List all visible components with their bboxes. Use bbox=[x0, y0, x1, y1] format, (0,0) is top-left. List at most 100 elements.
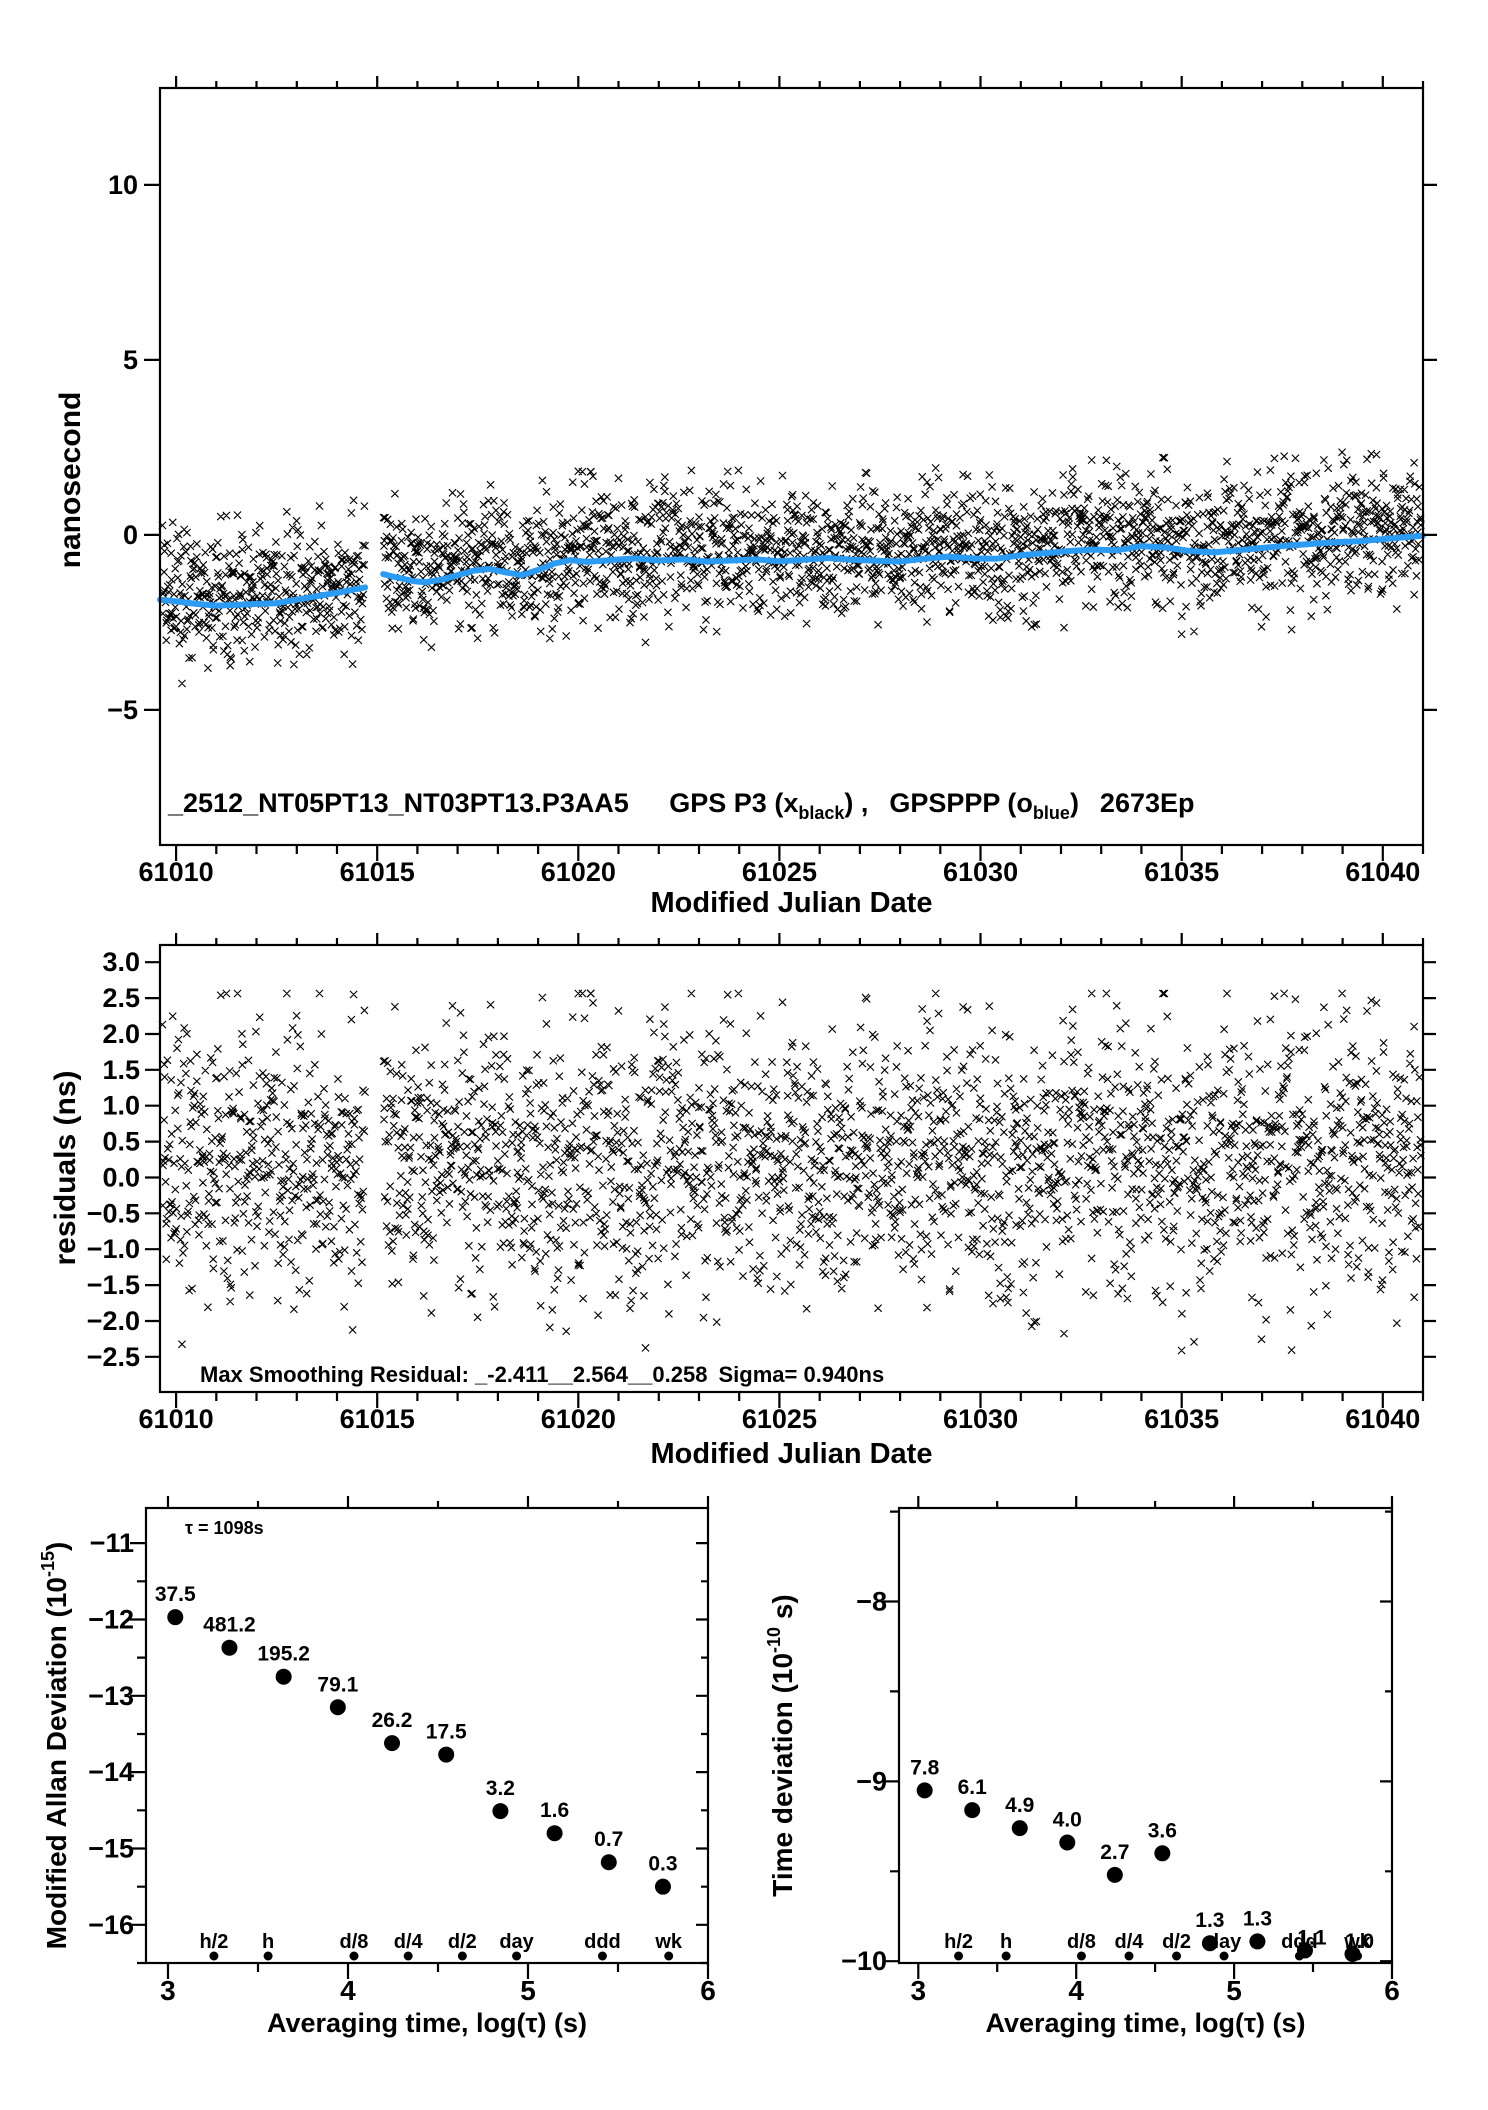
scatter-points bbox=[158, 989, 1425, 1355]
tau-mark-label: wk bbox=[654, 1931, 683, 1953]
y-tick-label: 0 bbox=[123, 520, 138, 550]
x-tick-label: 5 bbox=[1226, 1975, 1242, 2006]
data-point-label: 4.0 bbox=[1053, 1809, 1082, 1832]
tau-mark-dot bbox=[349, 1951, 359, 1961]
x-tick-label: 61040 bbox=[1345, 1404, 1420, 1434]
x-tick-label: 61030 bbox=[943, 857, 1018, 887]
data-point-label: 2.7 bbox=[1100, 1841, 1129, 1864]
data-point bbox=[1249, 1933, 1266, 1950]
data-point-label: 1.3 bbox=[1243, 1907, 1272, 1930]
x-tick-label: 61040 bbox=[1345, 857, 1420, 887]
tau-mark-label: day bbox=[499, 1931, 534, 1953]
tau-mark-dot bbox=[209, 1951, 219, 1961]
tau-mark-label: h/2 bbox=[944, 1931, 973, 1953]
data-point bbox=[384, 1735, 401, 1752]
y-axis-title: Time deviation (10-10 s) bbox=[764, 1594, 798, 1897]
tau-mark-dot bbox=[1001, 1951, 1011, 1961]
tau-mark-dot bbox=[1124, 1951, 1134, 1961]
data-point-label: 0.7 bbox=[594, 1828, 623, 1851]
x-tick-label: 6 bbox=[1384, 1975, 1400, 2006]
y-tick-label: 2.5 bbox=[102, 983, 140, 1013]
data-point bbox=[492, 1803, 509, 1820]
data-point-label: 79.1 bbox=[317, 1673, 358, 1696]
data-point-label: 1.6 bbox=[540, 1799, 569, 1822]
data-point bbox=[221, 1639, 238, 1656]
tau-mark-dot bbox=[263, 1951, 273, 1961]
x-tick-label: 61015 bbox=[340, 1404, 415, 1434]
data-point-label: 6.1 bbox=[958, 1776, 988, 1799]
x-tick-label: 4 bbox=[1068, 1975, 1084, 2006]
tau-mark-label: d/2 bbox=[448, 1931, 477, 1953]
x-tick-label: 6 bbox=[700, 1975, 716, 2006]
data-point bbox=[916, 1782, 933, 1799]
residuals-plot: 61010 61015 61020 61025 61030 61035 61040 3.0 2.… bbox=[49, 933, 1436, 1470]
x-minor-ticks bbox=[215, 938, 1425, 1401]
x-major-ticks bbox=[166, 1496, 710, 1979]
y-tick-label: −5 bbox=[107, 695, 138, 725]
y-minor-ticks bbox=[890, 1510, 1392, 1873]
y-axis-title: residuals (ns) bbox=[49, 1070, 82, 1265]
y-tick-label: −0.5 bbox=[87, 1198, 140, 1228]
y-major-ticks bbox=[883, 1600, 1392, 1963]
x-tick-label: 5 bbox=[520, 1975, 536, 2006]
x-axis-title: Modified Julian Date bbox=[651, 887, 933, 919]
tau-mark-label: ddd bbox=[584, 1931, 621, 1953]
x-tick-label: 3 bbox=[160, 1975, 176, 2006]
data-point bbox=[329, 1699, 346, 1716]
plot-box bbox=[158, 86, 1425, 847]
tau-mark-dot bbox=[1219, 1951, 1229, 1961]
x-major-ticks bbox=[175, 76, 1384, 861]
data-point-label: 3.6 bbox=[1148, 1819, 1177, 1842]
tdev-plot: 3 4 5 6 −8 −9 −10 Averaging time, log(τ) (s) Tim… bbox=[764, 1496, 1400, 2038]
data-point-label: 0.3 bbox=[648, 1853, 677, 1876]
x-axis-title: Modified Julian Date bbox=[651, 1438, 933, 1470]
x-tick-label: 3 bbox=[910, 1975, 926, 2006]
data-point-label: 1.3 bbox=[1195, 1909, 1224, 1932]
data-point-label: 26.2 bbox=[372, 1709, 413, 1732]
data-point-label: 7.8 bbox=[910, 1756, 940, 1779]
tau-mark-label: d/8 bbox=[1067, 1931, 1096, 1953]
x-tick-label: 61020 bbox=[541, 1404, 616, 1434]
x-tick-label: 61010 bbox=[139, 1404, 214, 1434]
y-tick-label: −14 bbox=[88, 1757, 134, 1787]
plot-box bbox=[144, 1506, 710, 1965]
x-tick-label: 61025 bbox=[742, 857, 817, 887]
y-tick-label: −9 bbox=[856, 1766, 887, 1796]
data-point bbox=[1344, 1946, 1361, 1963]
data-point-label: 4.9 bbox=[1005, 1794, 1034, 1817]
data-point-label: 3.2 bbox=[486, 1777, 515, 1800]
y-tick-label: 0.5 bbox=[102, 1127, 140, 1157]
data-point bbox=[1296, 1942, 1313, 1959]
data-point bbox=[1059, 1834, 1076, 1851]
tau-mark-dot bbox=[457, 1951, 467, 1961]
data-point-label: 195.2 bbox=[257, 1643, 310, 1666]
data-point-label: 37.5 bbox=[155, 1583, 196, 1606]
data-point-label: 481.2 bbox=[203, 1614, 256, 1637]
y-tick-label: −1.5 bbox=[87, 1270, 140, 1300]
y-major-ticks bbox=[145, 961, 1436, 1358]
y-tick-label: −1.0 bbox=[87, 1234, 140, 1264]
y-tick-label: −2.5 bbox=[87, 1342, 140, 1372]
tau-mark-dot bbox=[954, 1951, 964, 1961]
y-tick-label: 1.5 bbox=[102, 1055, 140, 1085]
tau-mark-dot bbox=[1172, 1951, 1182, 1961]
y-tick-label: −13 bbox=[88, 1681, 134, 1711]
plot-title: _2512_NT05PT13_NT03PT13.P3AA5 GPS P3 (xb… bbox=[167, 788, 1195, 823]
tau-annotation: τ = 1098s bbox=[185, 1518, 264, 1538]
y-axis-title: Modified Allan Deviation (10-15) bbox=[38, 1542, 72, 1950]
y-tick-label: 10 bbox=[108, 170, 138, 200]
data-point bbox=[438, 1746, 455, 1763]
smooth-line-segment-1 bbox=[157, 584, 369, 609]
tau-mark-label: h bbox=[1000, 1931, 1012, 1953]
scatter-points bbox=[158, 448, 1425, 688]
x-minor-ticks bbox=[256, 1501, 620, 1972]
y-tick-label: 3.0 bbox=[102, 947, 140, 977]
tau-mark-label: h bbox=[262, 1931, 274, 1953]
data-point bbox=[1154, 1845, 1171, 1862]
tau-mark-label: d/4 bbox=[394, 1931, 424, 1953]
x-major-ticks bbox=[917, 1496, 1394, 1979]
